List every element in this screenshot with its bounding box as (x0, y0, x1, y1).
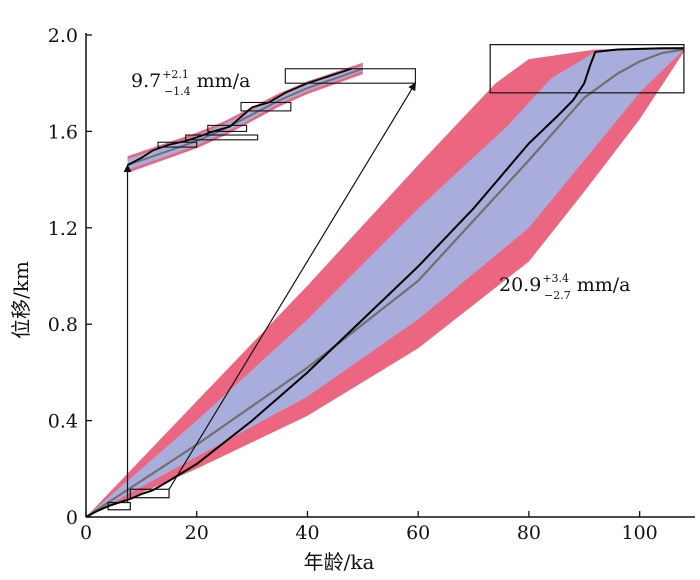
inset-rate-plus: +2.1 (162, 68, 189, 81)
x-tick-label: 0 (80, 522, 92, 544)
rate-annotation: 20.9+3.4 −2.7 mm/a (499, 272, 631, 302)
inset-series-line (127, 67, 352, 166)
x-axis-label: 年龄/ka (304, 550, 375, 574)
inset-box-0 (157, 141, 198, 148)
x-tick-label: 80 (517, 522, 541, 544)
x-tick-label: 100 (622, 522, 658, 544)
inset-rate-annotation: 9.7+2.1 −1.4 mm/a (131, 68, 250, 98)
x-tick-label: 40 (295, 522, 319, 544)
rate-value: 20.9 (499, 274, 541, 296)
y-tick-label: 2.0 (48, 25, 78, 47)
y-tick-label: 0.8 (48, 314, 78, 336)
displacement-series-line (85, 47, 684, 518)
arrows (123, 82, 416, 503)
inset-box-3 (240, 101, 292, 112)
data-boxes (107, 44, 685, 511)
ticks: 0 20 40 60 80 100 0 0.4 0.8 1.2 1.6 2.0 (48, 25, 658, 544)
axes (85, 33, 695, 518)
inset-box-4 (284, 68, 416, 84)
data-box-2 (489, 44, 685, 94)
y-tick-label: 0.4 (48, 411, 78, 433)
rate-minus: −2.7 (544, 289, 571, 302)
inset-rate-value: 9.7 (131, 70, 161, 92)
y-tick-label: 1.2 (48, 218, 78, 240)
y-tick-label: 0 (66, 507, 78, 529)
inset-box-2 (207, 124, 248, 132)
fit-curve (85, 48, 685, 518)
arrow-1 (168, 82, 416, 490)
rate-plus: +3.4 (542, 272, 569, 285)
data-box-1 (129, 488, 170, 499)
y-axis-label: 位移/km (9, 261, 33, 339)
x-tick-label: 60 (406, 522, 430, 544)
rate-unit: mm/a (577, 274, 631, 296)
inner-confidence-band (86, 47, 684, 517)
y-tick-label: 1.6 (48, 121, 78, 143)
inset-box-1 (185, 134, 259, 141)
x-tick-label: 20 (185, 522, 209, 544)
inset-rate-unit: mm/a (197, 70, 251, 92)
inset-rate-minus: −1.4 (164, 85, 191, 98)
data-box-0 (107, 501, 131, 511)
